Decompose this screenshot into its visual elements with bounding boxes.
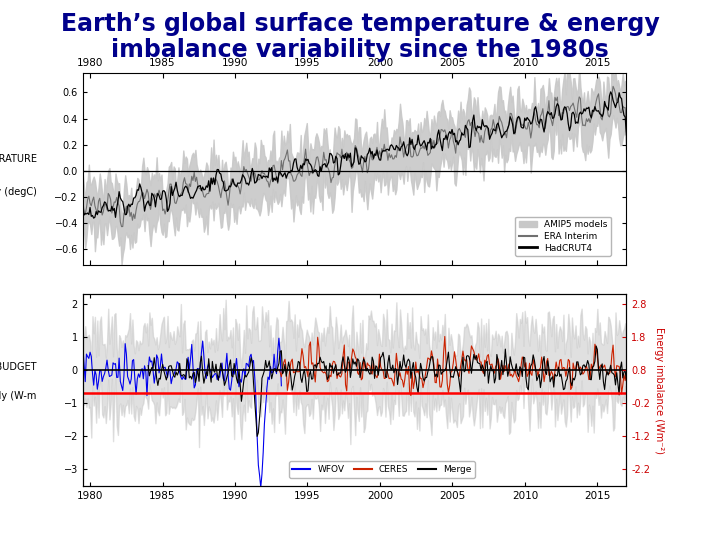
Merge — [592, 343, 600, 349]
Line: HadCRUT4: HadCRUT4 — [83, 92, 626, 218]
WFOV — [233, 355, 241, 362]
CERES — [594, 368, 603, 374]
WFOV — [102, 365, 110, 372]
WFOV — [98, 378, 107, 384]
WFOV — [151, 371, 160, 377]
ERA Interim — [622, 129, 631, 135]
Line: ERA Interim: ERA Interim — [83, 86, 626, 227]
Text: anomaly (W-m: anomaly (W-m — [0, 391, 37, 401]
Y-axis label: Energy imbalance (Wm⁻²): Energy imbalance (Wm⁻²) — [654, 327, 664, 454]
HadCRUT4 — [78, 200, 87, 206]
ERA Interim — [386, 154, 395, 161]
Text: Earth’s global surface temperature & energy: Earth’s global surface temperature & ene… — [60, 12, 660, 36]
HadCRUT4 — [140, 208, 149, 214]
ERA Interim — [140, 195, 149, 202]
Merge — [253, 433, 261, 440]
HadCRUT4 — [171, 185, 179, 191]
Merge — [490, 380, 499, 386]
CERES — [575, 367, 583, 374]
WFOV — [277, 382, 286, 389]
ERA Interim — [616, 109, 625, 116]
Text: TEMPERATURE: TEMPERATURE — [0, 154, 37, 164]
ERA Interim — [473, 129, 482, 135]
HadCRUT4 — [386, 143, 395, 149]
HadCRUT4 — [606, 89, 615, 95]
Line: Merge: Merge — [148, 346, 626, 436]
WFOV — [274, 335, 283, 341]
WFOV — [78, 342, 87, 348]
HadCRUT4 — [89, 215, 98, 221]
Text: ENERGY BUDGET: ENERGY BUDGET — [0, 362, 37, 372]
Merge — [320, 358, 328, 365]
ERA Interim — [78, 194, 87, 200]
HadCRUT4 — [600, 98, 609, 105]
Merge — [613, 381, 622, 388]
ERA Interim — [609, 83, 618, 90]
CERES — [441, 333, 449, 340]
CERES — [453, 366, 462, 373]
HadCRUT4 — [473, 123, 482, 129]
ERA Interim — [117, 224, 126, 230]
ERA Interim — [600, 103, 609, 110]
Merge — [176, 360, 184, 367]
Legend: AMIP5 models, ERA Interim, HadCRUT4: AMIP5 models, ERA Interim, HadCRUT4 — [515, 217, 611, 256]
CERES — [583, 368, 592, 374]
Merge — [552, 373, 560, 379]
Text: imbalance variability since the 1980s: imbalance variability since the 1980s — [111, 38, 609, 62]
Merge — [144, 362, 153, 369]
CERES — [569, 360, 577, 366]
HadCRUT4 — [616, 94, 625, 100]
CERES — [407, 392, 415, 399]
Merge — [622, 376, 631, 383]
Merge — [307, 376, 316, 382]
CERES — [274, 366, 283, 373]
Line: WFOV: WFOV — [83, 338, 282, 487]
CERES — [622, 369, 631, 376]
Legend: WFOV, CERES, Merge: WFOV, CERES, Merge — [289, 461, 474, 478]
Line: CERES: CERES — [279, 336, 626, 395]
WFOV — [213, 376, 222, 383]
WFOV — [256, 484, 265, 490]
WFOV — [84, 355, 93, 362]
Text: anomaly (degC): anomaly (degC) — [0, 187, 37, 197]
ERA Interim — [171, 200, 179, 206]
CERES — [305, 342, 313, 349]
HadCRUT4 — [622, 132, 631, 138]
